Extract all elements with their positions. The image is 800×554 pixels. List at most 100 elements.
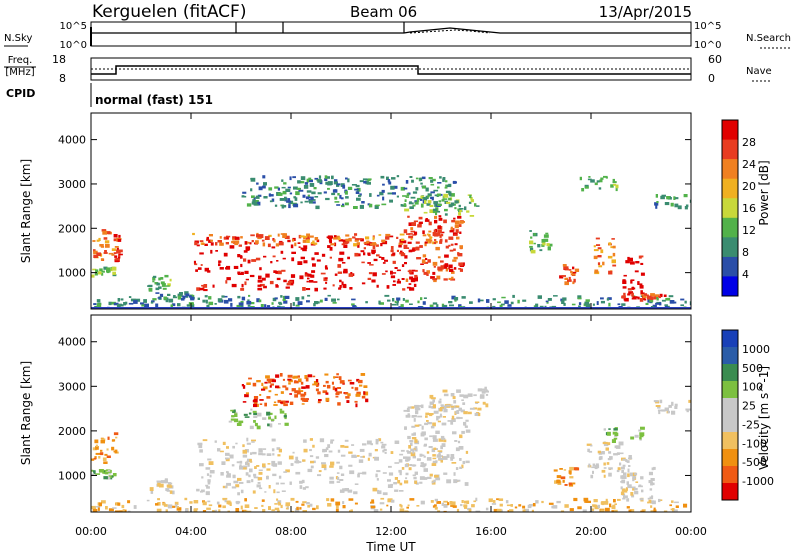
power-cell bbox=[289, 192, 293, 195]
power-cell bbox=[449, 193, 452, 197]
power-cell bbox=[612, 245, 616, 249]
power-cell bbox=[456, 236, 460, 240]
velocity-cell bbox=[394, 489, 399, 492]
velocity-cell bbox=[363, 391, 369, 396]
power-cell bbox=[420, 203, 424, 208]
velocity-cell bbox=[298, 378, 302, 382]
power-cell bbox=[384, 294, 390, 297]
power-cell bbox=[250, 177, 256, 182]
power-cell bbox=[325, 197, 330, 201]
power-cell bbox=[249, 274, 255, 278]
velocity-cell bbox=[91, 473, 95, 476]
power-cell bbox=[642, 295, 647, 299]
power-cell bbox=[325, 176, 330, 179]
power-cell bbox=[316, 239, 320, 243]
velocity-cell bbox=[273, 401, 277, 404]
velocity-cell bbox=[669, 504, 672, 507]
velocity-cell bbox=[228, 420, 233, 423]
velocity-cell bbox=[261, 504, 264, 507]
velocity-cell bbox=[334, 376, 339, 378]
velocity-cell bbox=[356, 391, 361, 395]
velocity-cell bbox=[401, 467, 405, 470]
power-cell bbox=[148, 284, 153, 287]
velocity-cell bbox=[361, 395, 366, 399]
power-cell bbox=[409, 249, 414, 252]
velocity-cell bbox=[382, 449, 385, 453]
velocity-cell bbox=[230, 418, 236, 421]
velocity-cell bbox=[404, 510, 409, 512]
velocity-cell bbox=[262, 417, 267, 420]
velocity-cell bbox=[429, 401, 434, 405]
velocity-cell bbox=[121, 504, 125, 509]
velocity-cell bbox=[167, 485, 173, 488]
velocity-cell bbox=[394, 440, 400, 444]
power-cell bbox=[640, 295, 643, 297]
velocity-cell bbox=[405, 472, 409, 476]
power-cell bbox=[671, 301, 677, 304]
velocity-cell bbox=[315, 388, 319, 392]
power-cell bbox=[343, 268, 348, 272]
colorbar-segment bbox=[722, 381, 738, 399]
power-cell bbox=[396, 280, 401, 284]
power-cell bbox=[599, 179, 603, 183]
power-cell bbox=[449, 249, 454, 252]
velocity-cell bbox=[464, 425, 468, 428]
power-cell bbox=[529, 247, 534, 252]
velocity-cell bbox=[429, 406, 433, 409]
velocity-cell bbox=[411, 437, 417, 440]
velocity-cell bbox=[282, 378, 285, 381]
velocity-cell bbox=[214, 440, 217, 443]
power-cell bbox=[255, 200, 259, 203]
power-cell bbox=[363, 247, 366, 250]
power-cell bbox=[507, 304, 512, 307]
power-cell bbox=[231, 240, 235, 244]
power-cell bbox=[600, 300, 605, 304]
power-cell bbox=[610, 184, 614, 188]
velocity-cell bbox=[95, 506, 101, 508]
power-cell bbox=[208, 239, 212, 243]
velocity-cell bbox=[133, 505, 137, 509]
power-cell bbox=[658, 295, 661, 299]
power-cell bbox=[448, 244, 451, 247]
velocity-cell bbox=[101, 500, 106, 504]
velocity-cell bbox=[630, 436, 635, 440]
velocity-cell bbox=[318, 470, 322, 473]
velocity-cell bbox=[207, 500, 211, 503]
velocity-cell bbox=[650, 478, 655, 481]
power-cell bbox=[281, 179, 284, 182]
power-cell bbox=[444, 213, 448, 216]
velocity-cell bbox=[640, 510, 645, 512]
power-cell bbox=[265, 273, 270, 278]
velocity-cell bbox=[614, 503, 617, 505]
velocity-cell bbox=[149, 487, 154, 491]
velocity-cell bbox=[157, 498, 160, 501]
power-cell bbox=[325, 265, 328, 269]
power-cell bbox=[354, 252, 359, 257]
velocity-region bbox=[228, 408, 289, 430]
power-cell bbox=[92, 240, 96, 242]
velocity-cell bbox=[631, 494, 635, 498]
power-cell bbox=[342, 239, 347, 242]
power-cell bbox=[454, 300, 457, 302]
power-cell bbox=[561, 300, 565, 304]
power-cell bbox=[118, 234, 121, 238]
velocity-cell bbox=[394, 462, 400, 464]
velocity-cell bbox=[428, 405, 431, 409]
power-cell bbox=[341, 243, 346, 246]
velocity-cell bbox=[278, 475, 282, 479]
power-cell bbox=[680, 298, 685, 301]
velocity-cell bbox=[220, 472, 224, 476]
power-cell bbox=[409, 287, 415, 291]
power-cell bbox=[161, 283, 166, 287]
power-cell bbox=[650, 293, 655, 297]
velocity-cell bbox=[93, 470, 96, 473]
power-cell bbox=[392, 260, 396, 264]
velocity-cell bbox=[574, 467, 580, 471]
power-cell bbox=[615, 188, 618, 192]
power-cell bbox=[152, 298, 157, 301]
power-cell bbox=[267, 243, 271, 248]
power-cell bbox=[321, 253, 326, 257]
power-cell bbox=[504, 300, 509, 304]
velocity-cell bbox=[443, 439, 447, 443]
power-cell bbox=[564, 268, 569, 271]
